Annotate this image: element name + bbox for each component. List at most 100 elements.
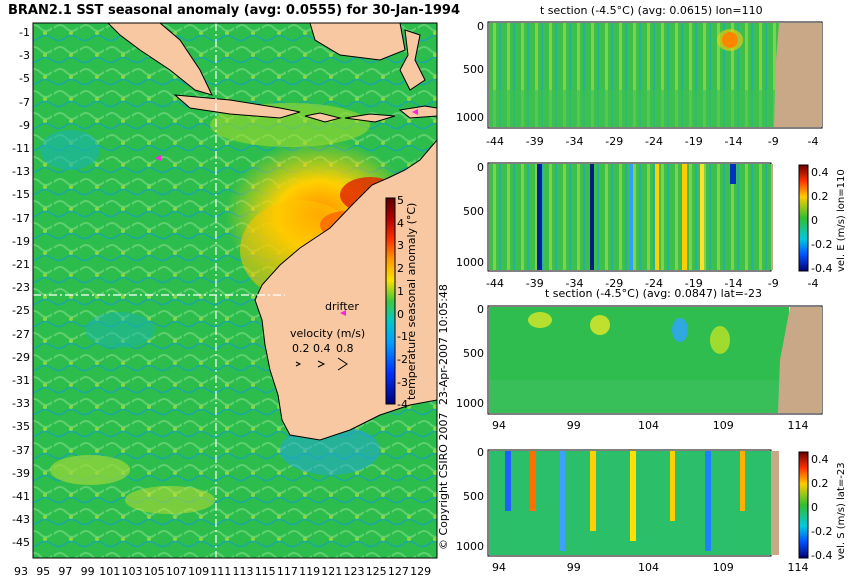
sst-colorbar-tick: 2 [397, 262, 404, 276]
map-lat-tick: -23 [12, 281, 30, 295]
map-lat-tick: -5 [19, 72, 30, 86]
map-lon-tick: 109 [188, 565, 210, 578]
panel-x-tick: -19 [684, 135, 703, 148]
map-lat-tick: -9 [19, 118, 30, 132]
panel-y-tick: 1000 [456, 256, 484, 269]
panel-x-tick: -39 [525, 135, 544, 148]
map-lat-tick: -13 [12, 165, 30, 179]
velocity-legend-value-3: 0.8 [336, 342, 354, 355]
panel-cbar-tick: 0 [811, 501, 818, 514]
panel-y-tick: 500 [463, 347, 484, 360]
panel-x-tick: -9 [767, 135, 779, 148]
map-lat-tick: -11 [12, 142, 30, 155]
panel-y-tick: 1000 [456, 540, 484, 553]
panel-x-tick: -4 [807, 135, 819, 148]
panel-x-tick: -14 [724, 135, 743, 148]
map-frame [32, 22, 438, 559]
map-lon-tick: 111 [210, 565, 232, 578]
map-lat-tick: -19 [12, 234, 30, 248]
sst-colorbar-label: temperature seasonal anomaly (°C) [405, 202, 418, 400]
panel-cbar-tick: 0.4 [811, 166, 829, 179]
panel-y-tick: 0 [477, 446, 484, 459]
panel-y-tick: 500 [463, 63, 484, 76]
section-lines [33, 23, 285, 558]
panel-x-tick: -34 [565, 277, 584, 290]
map-lon-tick: 115 [254, 565, 276, 578]
panel-cbar-tick: -0.2 [811, 238, 833, 251]
date-stamp: 23-Apr-2007 10:05:48 [437, 284, 450, 405]
map-lat-tick: -39 [12, 466, 30, 480]
sst-colorbar [385, 197, 396, 405]
panel-x-tick: -14 [724, 277, 743, 290]
panel-cbar-tick: 0.2 [811, 477, 829, 490]
sst-colorbar-tick: 1 [397, 284, 404, 298]
panel-y-tick: 500 [463, 490, 484, 503]
map-lon-tick: 125 [365, 565, 387, 578]
map-lat-tick: -25 [12, 304, 30, 318]
map-lon-tick: 99 [80, 565, 95, 578]
sst-colorbar-tick: -4 [397, 398, 408, 412]
map-lat-tick: -43 [12, 513, 30, 527]
map-lat-tick: -15 [12, 188, 30, 202]
panel-x-tick: 99 [566, 561, 581, 574]
panel-cbar-tick: 0.4 [811, 453, 829, 466]
map-lat-tick: -35 [12, 420, 30, 434]
map-lat-tick: -45 [12, 536, 30, 550]
map-lon-tick: 93 [14, 565, 28, 578]
map-lat-tick: -7 [19, 95, 30, 109]
velocity-legend-title: velocity (m/s) [290, 327, 366, 340]
map-lon-tick: 107 [165, 565, 187, 578]
sst-colorbar-tick: -2 [397, 352, 408, 366]
sst-colorbar-tick: 5 [397, 194, 404, 207]
panel-cbar-tick: 0 [811, 214, 818, 227]
panel-x-tick: 94 [492, 419, 506, 432]
panel-y-tick: 1000 [456, 397, 484, 410]
sst-colorbar-tick: 0 [397, 307, 404, 321]
panel-x-tick: -44 [486, 277, 504, 290]
panel-2-side-label: vel. E (m/s) lon=110 [836, 169, 847, 272]
panel-x-tick: 114 [787, 419, 809, 432]
panel-x-tick: 109 [712, 419, 734, 432]
map-lon-tick: 127 [387, 565, 409, 578]
map-lat-tick: -27 [12, 327, 30, 341]
map-lon-tick: 121 [321, 565, 343, 578]
map-lat-tick: -29 [12, 350, 30, 364]
panel-x-tick: 114 [787, 561, 809, 574]
sst-colorbar-tick: 4 [397, 216, 404, 230]
panel-cbar-tick: -0.4 [811, 549, 833, 562]
panel-y-tick: 0 [477, 161, 484, 174]
panel-1-title: t section (-4.5°C) (avg: 0.0615) lon=110 [540, 4, 763, 17]
map-lon-tick: 105 [143, 565, 165, 578]
panel-x-tick: -34 [565, 135, 584, 148]
panel-t-section-lat [487, 305, 823, 415]
sst-colorbar-tick: 3 [397, 239, 404, 253]
copyright-stamp: © Copyright CSIRO 2007 [437, 412, 450, 550]
panel-x-tick: -19 [684, 277, 703, 290]
panel-y-tick: 0 [477, 303, 484, 316]
drifter-label: drifter [325, 300, 359, 313]
panel-x-tick: 109 [712, 561, 734, 574]
panel-x-tick: -44 [486, 135, 504, 148]
panel-y-tick: 1000 [456, 111, 484, 124]
map-lon-tick: 119 [299, 565, 321, 578]
map-lon-tick: 103 [121, 565, 143, 578]
panel-cbar-tick: -0.4 [811, 262, 833, 275]
map-lon-tick: 129 [410, 565, 432, 578]
panel-x-tick: -24 [645, 135, 663, 148]
map-lon-tick: 113 [232, 565, 254, 578]
map-lon-tick: 101 [99, 565, 121, 578]
panel-4-side-label: vel. S (m/s) lat=-23 [836, 462, 847, 560]
map-lon-tick: 117 [276, 565, 298, 578]
sst-colorbar-tick: -1 [397, 330, 408, 344]
velocity-legend-value-1: 0.2 [292, 342, 310, 355]
velocity-legend-value-2: 0.4 [313, 342, 331, 355]
panel-x-tick: -29 [605, 135, 624, 148]
map-title: BRAN2.1 SST seasonal anomaly (avg: 0.055… [8, 3, 460, 18]
map-lat-tick: -31 [12, 374, 30, 387]
panel-x-tick: 104 [638, 561, 659, 574]
drifter-markers [155, 109, 418, 316]
panel-x-tick: -9 [767, 277, 779, 290]
map-lat-tick: -33 [12, 397, 30, 411]
panel-cbar-tick: 0.2 [811, 190, 829, 203]
